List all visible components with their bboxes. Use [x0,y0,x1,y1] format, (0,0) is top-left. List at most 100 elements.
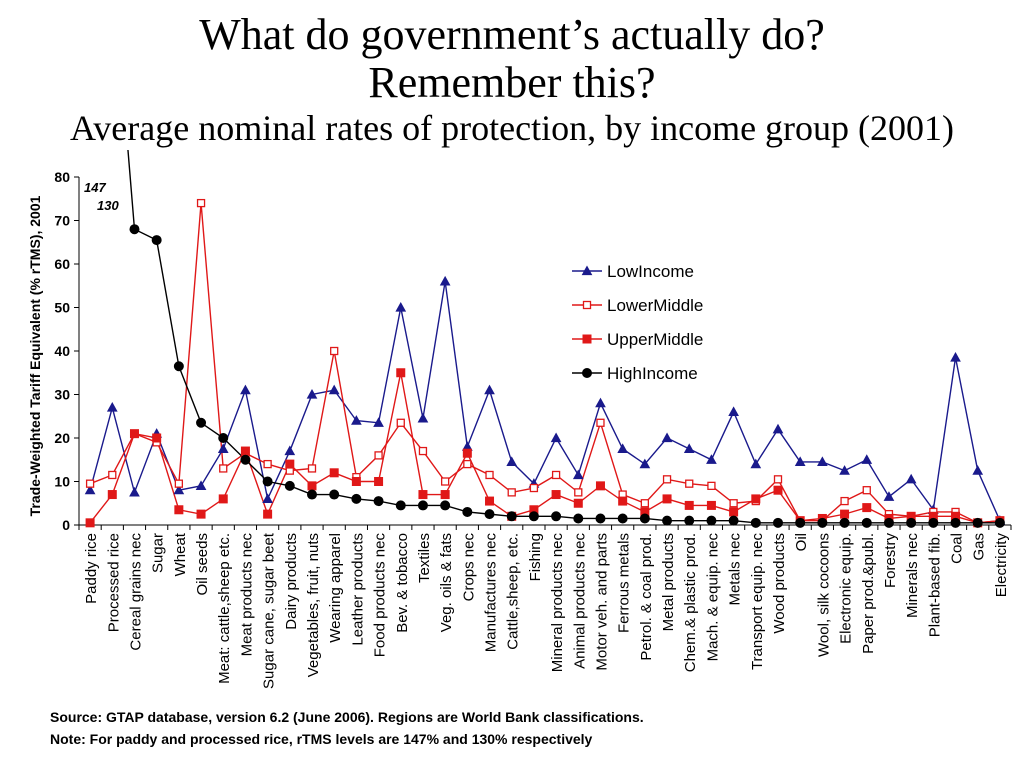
x-tick-label: Meat products nec [238,533,255,657]
point-uppermiddle [351,477,361,486]
source-note: Source: GTAP database, version 6.2 (June… [50,709,644,725]
legend-label-lowincome: LowIncome [607,262,694,281]
point-uppermiddle [751,494,761,504]
point-lowincome [794,456,806,467]
point-highincome [196,417,207,428]
point-lowincome [84,484,96,495]
point-lowincome [262,493,273,503]
point-lowincome [106,402,118,412]
point-lowermiddle [507,488,516,497]
point-lowermiddle [773,475,783,484]
x-tick-label: Mach. & equip. nec [704,533,721,662]
x-tick-label: Leather products [349,533,366,646]
point-highincome [528,511,539,522]
x-tick-label: Dairy products [283,533,300,630]
legend-label-highincome: HighIncome [607,364,698,383]
point-uppermiddle [240,446,250,456]
point-highincome [551,511,562,522]
point-uppermiddle [840,509,850,519]
point-lowincome [439,275,451,286]
point-uppermiddle [862,503,872,513]
y-tick-label: 0 [62,517,70,533]
x-tick-label: Paper prod.&publ. [860,533,877,654]
point-lowermiddle [85,479,95,488]
point-lowincome [595,397,606,408]
point-lowincome [683,443,695,453]
point-highincome [329,489,340,500]
point-lowincome [506,456,518,467]
x-tick-label: Minerals nec [904,533,921,619]
point-uppermiddle [773,485,783,495]
legend-label-uppermiddle: UpperMiddle [607,330,703,349]
point-highincome [706,515,717,526]
x-tick-label: Motor veh. and parts [593,533,610,671]
x-tick-label: Paddy rice [83,533,100,604]
point-lowermiddle [551,470,561,480]
point-uppermiddle [595,481,605,491]
point-uppermiddle [196,509,206,519]
point-lowincome [750,458,762,469]
point-uppermiddle [307,481,317,491]
point-lowincome [417,412,429,423]
y-tick-label: 80 [54,169,70,185]
legend-marker-lowermiddle [582,300,592,310]
x-tick-label: Metals nec [727,533,744,606]
point-lowincome [661,432,673,443]
x-tick-label: Textiles [416,533,433,583]
point-lowermiddle [440,477,450,486]
point-lowincome [839,465,850,475]
point-lowincome [883,491,895,501]
point-uppermiddle [551,490,561,500]
point-lowincome [905,473,917,484]
point-lowincome [972,465,984,475]
point-highincome [307,489,317,500]
x-tick-label: Animal products nec [571,533,588,669]
point-lowermiddle [596,418,605,427]
point-lowermiddle [707,481,716,491]
x-tick-label: Plant-based fib. [926,533,943,637]
point-highincome [861,517,872,528]
point-highincome [839,517,850,528]
point-lowermiddle [463,459,472,469]
point-uppermiddle [329,468,339,478]
point-highincome [906,517,917,528]
point-highincome [173,361,184,372]
x-tick-label: Bev. & tobacco [394,533,411,633]
point-lowermiddle [485,470,494,480]
x-tick-label: Fishing [527,533,544,581]
x-tick-label: Crops nec [460,533,477,602]
chart-title: Average nominal rates of protection, by … [69,108,955,148]
point-lowincome [240,384,251,395]
point-uppermiddle [573,498,583,508]
point-highincome [417,500,428,511]
point-lowermiddle [662,475,672,484]
point-highincome [506,511,517,522]
point-uppermiddle [85,518,95,528]
x-tick-label: Veg. oils & fats [438,533,455,632]
point-lowincome [173,484,185,495]
point-lowincome [639,458,651,469]
y-tick-label: 30 [54,387,70,403]
series-line-lowincome [89,281,1001,521]
point-uppermiddle [218,494,228,504]
x-tick-label: Meat: cattle,sheep etc. [216,533,233,684]
off-scale-annotation: 147 [84,180,106,195]
point-uppermiddle [152,433,162,443]
point-highincome [218,433,229,443]
x-tick-label: Transport equip. nec [749,533,766,671]
point-lowermiddle [862,486,871,495]
point-lowermiddle [374,451,383,460]
point-uppermiddle [729,507,739,517]
x-tick-label: Wood products [771,533,788,634]
point-highincome [972,517,983,528]
x-tick-label: Sugar cane, sugar beet [261,532,278,689]
point-lowincome [395,301,407,312]
off-scale-annotation: 130 [97,198,119,213]
point-lowincome [950,351,961,362]
point-uppermiddle [374,477,384,486]
point-lowincome [217,443,229,453]
point-lowincome [195,480,207,490]
x-tick-label: Gas [971,533,988,561]
x-tick-label: Vegetables, fruit, nuts [305,533,322,677]
